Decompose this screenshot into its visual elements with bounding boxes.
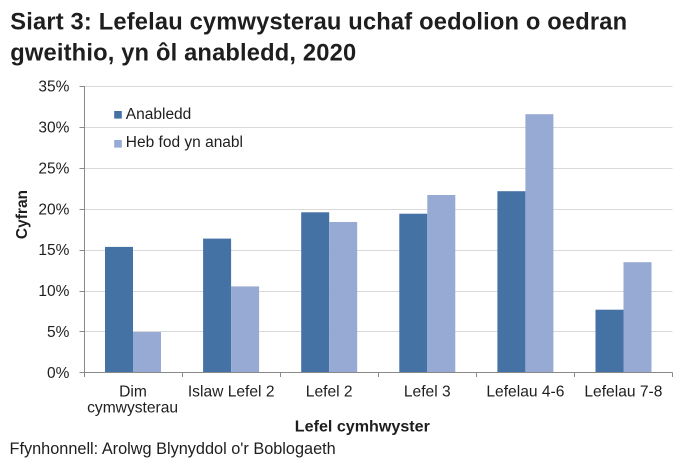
- svg-text:35%: 35%: [38, 79, 69, 96]
- svg-text:Anabledd: Anabledd: [126, 106, 192, 123]
- svg-text:25%: 25%: [38, 160, 69, 177]
- svg-text:gweithio, yn ôl anabledd, 2020: gweithio, yn ôl anabledd, 2020: [10, 40, 356, 66]
- svg-text:15%: 15%: [38, 242, 69, 259]
- svg-text:Lefel 3: Lefel 3: [404, 384, 451, 401]
- svg-text:Siart 3: Lefelau cymwysterau u: Siart 3: Lefelau cymwysterau uchaf oedol…: [10, 9, 627, 35]
- svg-text:Lefelau 7-8: Lefelau 7-8: [584, 384, 662, 401]
- svg-text:20%: 20%: [38, 201, 69, 218]
- svg-text:10%: 10%: [38, 283, 69, 300]
- svg-text:Lefelau 4-6: Lefelau 4-6: [486, 384, 564, 401]
- svg-text:5%: 5%: [47, 324, 70, 341]
- svg-text:Ffynhonnell: Arolwg Blynyddol: Ffynhonnell: Arolwg Blynyddol o'r Boblog…: [10, 440, 336, 458]
- svg-text:0%: 0%: [47, 365, 70, 382]
- svg-text:Dim: Dim: [119, 384, 147, 401]
- svg-text:cymwysterau: cymwysterau: [87, 399, 178, 416]
- svg-text:Heb fod yn anabl: Heb fod yn anabl: [126, 134, 243, 151]
- svg-text:Lefel 2: Lefel 2: [306, 384, 353, 401]
- svg-text:Lefel cymhwyster: Lefel cymhwyster: [295, 417, 431, 435]
- svg-text:Islaw Lefel 2: Islaw Lefel 2: [188, 384, 275, 401]
- svg-text:30%: 30%: [38, 120, 69, 137]
- svg-text:Cyfran: Cyfran: [14, 190, 31, 239]
